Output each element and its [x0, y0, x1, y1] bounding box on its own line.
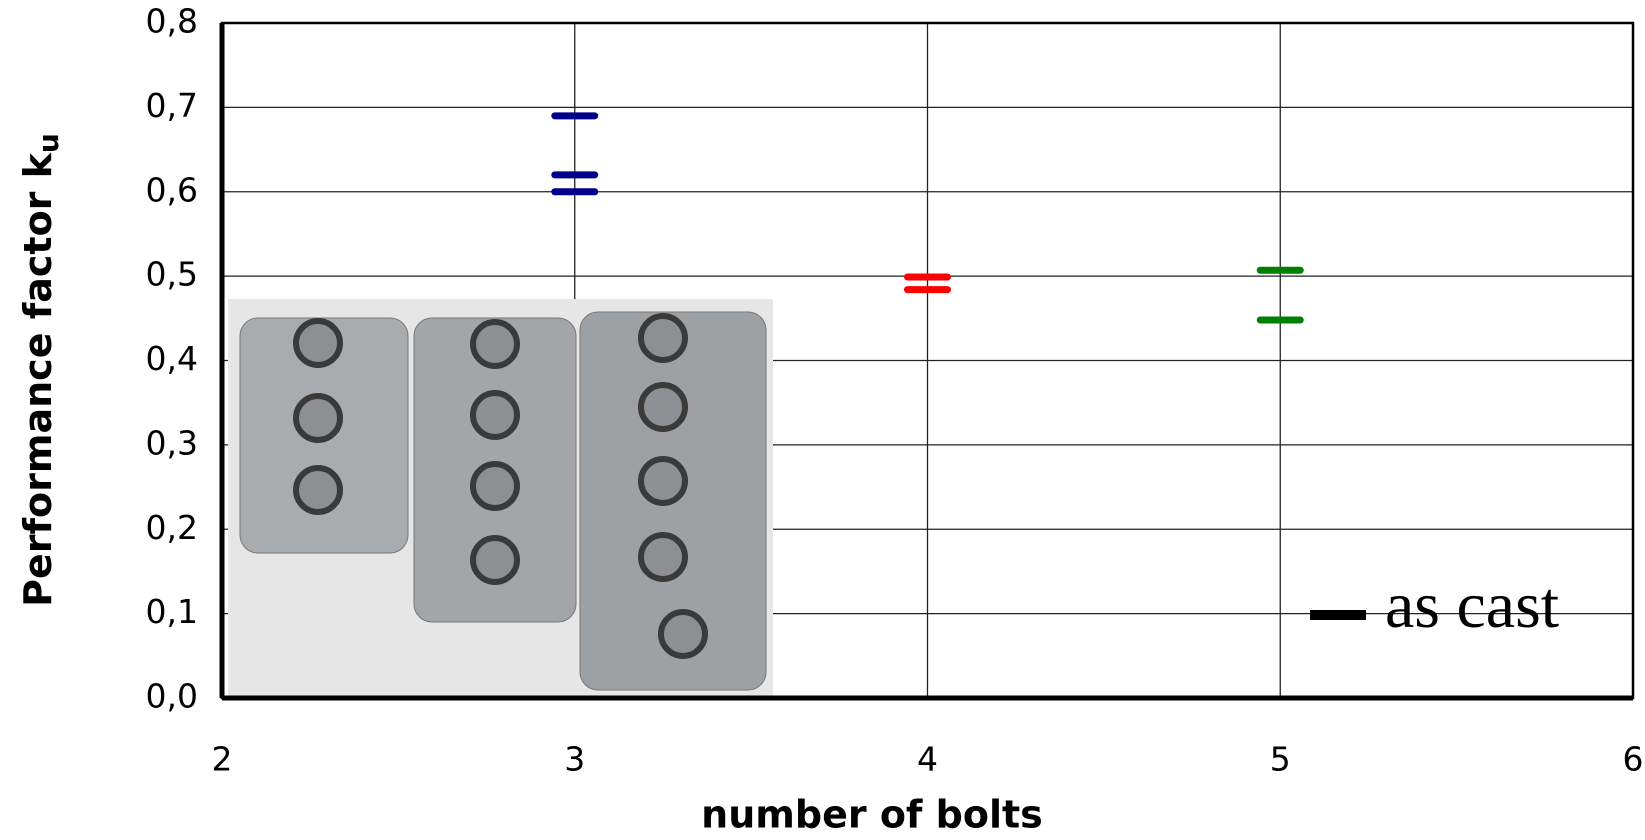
y-tick-label: 0,7 — [146, 86, 198, 125]
x-tick-label: 3 — [564, 740, 585, 779]
y-tick-label: 0,5 — [146, 255, 198, 294]
y-tick-label: 0,1 — [146, 592, 198, 631]
y-tick-label: 0,2 — [146, 508, 198, 547]
y-tick-label: 0,0 — [146, 677, 198, 716]
x-axis-title: number of bolts — [701, 793, 1043, 837]
photo-bolts — [293, 313, 708, 659]
y-tick-label: 0,3 — [146, 423, 198, 462]
legend-label: as cast — [1385, 569, 1559, 642]
y-axis-title-main: Performance factor k — [16, 152, 60, 607]
x-tick-label: 5 — [1270, 740, 1291, 779]
y-tick-label: 0,4 — [146, 339, 198, 378]
y-tick-label: 0,8 — [146, 2, 198, 41]
x-tick-label: 6 — [1623, 740, 1644, 779]
x-tick-label: 2 — [212, 740, 233, 779]
photo-inset — [228, 299, 773, 696]
y-tick-label: 0,6 — [146, 170, 198, 209]
x-tick-label: 4 — [917, 740, 938, 779]
y-axis-title-subscript: u — [32, 133, 65, 153]
y-axis-title: Performance factor ku — [16, 133, 66, 607]
